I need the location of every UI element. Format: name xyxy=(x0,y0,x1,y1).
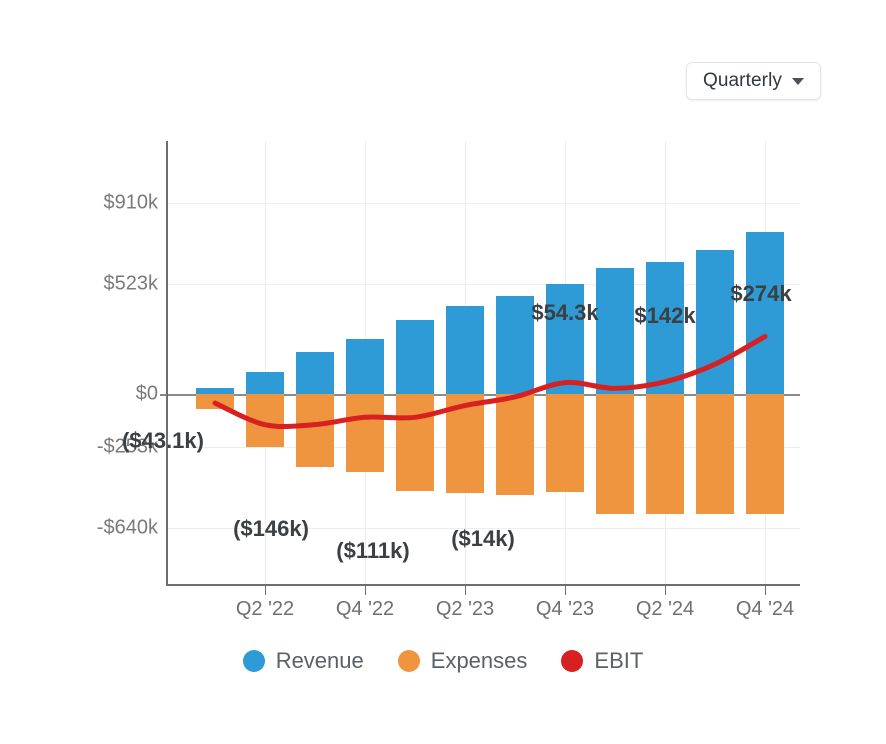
bar-revenue[interactable] xyxy=(346,339,384,394)
data-label-ebit: ($111k) xyxy=(336,538,410,564)
bar-expenses[interactable] xyxy=(196,394,234,410)
bar-revenue[interactable] xyxy=(696,249,734,394)
y-axis-tick-label: $523k xyxy=(103,272,159,295)
y-axis-tick-label: -$640k xyxy=(96,516,158,539)
x-axis-tick xyxy=(565,586,566,595)
data-label-ebit: $54.3k xyxy=(531,299,599,325)
bar-revenue[interactable] xyxy=(496,295,534,394)
gridline-horizontal xyxy=(166,528,800,530)
bar-expenses[interactable] xyxy=(246,394,284,447)
data-label-ebit: ($43.1k) xyxy=(122,428,204,454)
bar-revenue[interactable] xyxy=(396,319,434,394)
bar-expenses[interactable] xyxy=(346,394,384,473)
x-axis-tick-label: Q4 '23 xyxy=(535,598,595,620)
x-axis-tick xyxy=(765,586,766,595)
bar-expenses[interactable] xyxy=(446,394,484,494)
legend-swatch-icon xyxy=(242,650,265,672)
x-axis-tick xyxy=(365,586,366,595)
bar-revenue[interactable] xyxy=(446,306,484,394)
gridline-horizontal xyxy=(166,203,800,204)
chart-legend: Revenue Expenses EBIT xyxy=(0,648,886,674)
x-axis-tick xyxy=(465,586,466,595)
bar-revenue[interactable] xyxy=(596,268,634,394)
x-axis-line xyxy=(166,584,800,586)
bar-expenses[interactable] xyxy=(496,394,534,496)
bar-revenue[interactable] xyxy=(746,232,784,394)
legend-label: Expenses xyxy=(430,648,528,673)
legend-swatch-icon xyxy=(561,650,584,672)
bar-expenses[interactable] xyxy=(696,394,734,515)
bar-revenue[interactable] xyxy=(246,371,284,394)
legend-label: EBIT xyxy=(594,648,644,673)
data-label-ebit: ($14k) xyxy=(451,525,515,551)
x-axis-tick xyxy=(665,586,666,595)
bar-expenses[interactable] xyxy=(746,394,784,515)
legend-label: Revenue xyxy=(275,648,364,673)
x-axis-tick-label: Q4 '24 xyxy=(735,598,795,620)
legend-item-revenue[interactable]: Revenue xyxy=(242,648,364,674)
bar-expenses[interactable] xyxy=(546,394,584,493)
bar-expenses[interactable] xyxy=(396,394,434,492)
data-label-ebit: $142k xyxy=(634,303,696,329)
gridline-horizontal xyxy=(166,284,800,286)
y-axis-tick-label: $0 xyxy=(135,382,158,405)
x-axis-tick-label: Q4 '22 xyxy=(335,598,395,620)
period-dropdown[interactable]: Quarterly xyxy=(685,62,821,100)
bar-revenue[interactable] xyxy=(296,352,334,394)
data-label-ebit: ($146k) xyxy=(233,515,309,541)
y-axis-line xyxy=(166,141,168,585)
legend-item-ebit[interactable]: EBIT xyxy=(561,648,643,674)
chart-toolbar: Quarterly xyxy=(0,0,886,130)
bar-expenses[interactable] xyxy=(646,394,684,515)
y-axis-tick-label: -$253k xyxy=(96,435,158,458)
y-axis-tick-label: $910k xyxy=(103,191,159,214)
x-axis-tick-label: Q2 '24 xyxy=(635,598,695,620)
bar-expenses[interactable] xyxy=(596,394,634,515)
x-axis-tick xyxy=(265,586,266,595)
y-axis-labels: $910k $523k $0 -$253k -$640k xyxy=(62,0,158,744)
legend-swatch-icon xyxy=(397,650,420,672)
bar-expenses[interactable] xyxy=(296,394,334,467)
period-dropdown-label: Quarterly xyxy=(702,70,782,91)
x-axis-tick-label: Q2 '23 xyxy=(435,598,495,620)
data-label-ebit: $274k xyxy=(730,281,792,307)
chevron-down-icon xyxy=(792,77,804,85)
x-axis-tick-label: Q2 '22 xyxy=(235,598,295,620)
legend-item-expenses[interactable]: Expenses xyxy=(397,648,528,674)
